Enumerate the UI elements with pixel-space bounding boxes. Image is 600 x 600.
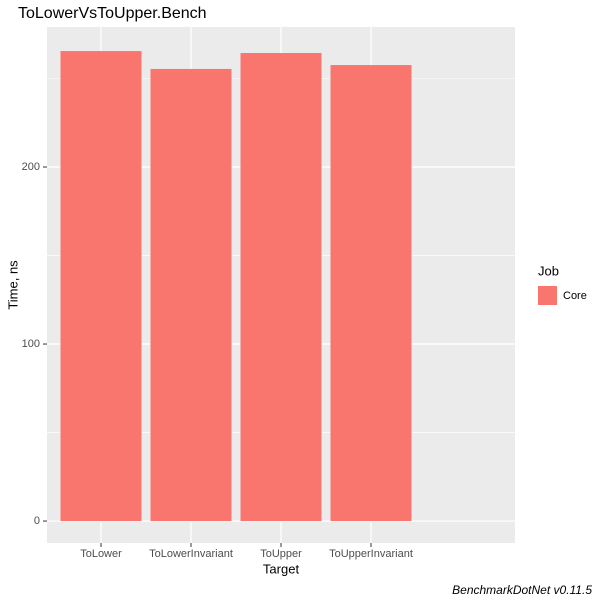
x-tick-label: ToLower — [80, 548, 122, 560]
x-tick-label: ToUpper — [260, 548, 302, 560]
bar — [330, 65, 412, 522]
legend-key — [538, 286, 557, 305]
y-tick-label: 100 — [22, 338, 40, 350]
caption: BenchmarkDotNet v0.11.5 — [452, 583, 592, 597]
bar — [240, 53, 322, 522]
x-axis-label: Target — [263, 561, 300, 576]
y-tick-label: 0 — [34, 515, 40, 527]
bar — [150, 68, 232, 522]
y-axis-label: Time, ns — [5, 260, 20, 310]
x-tick-label: ToLowerInvariant — [149, 548, 233, 560]
bar — [60, 51, 142, 522]
legend-title: Job — [538, 263, 559, 278]
x-tick-label: ToUpperInvariant — [329, 548, 413, 560]
chart-title: ToLowerVsToUpper.Bench — [18, 5, 207, 22]
y-tick-label: 200 — [22, 161, 40, 173]
legend-label: Core — [563, 290, 587, 302]
